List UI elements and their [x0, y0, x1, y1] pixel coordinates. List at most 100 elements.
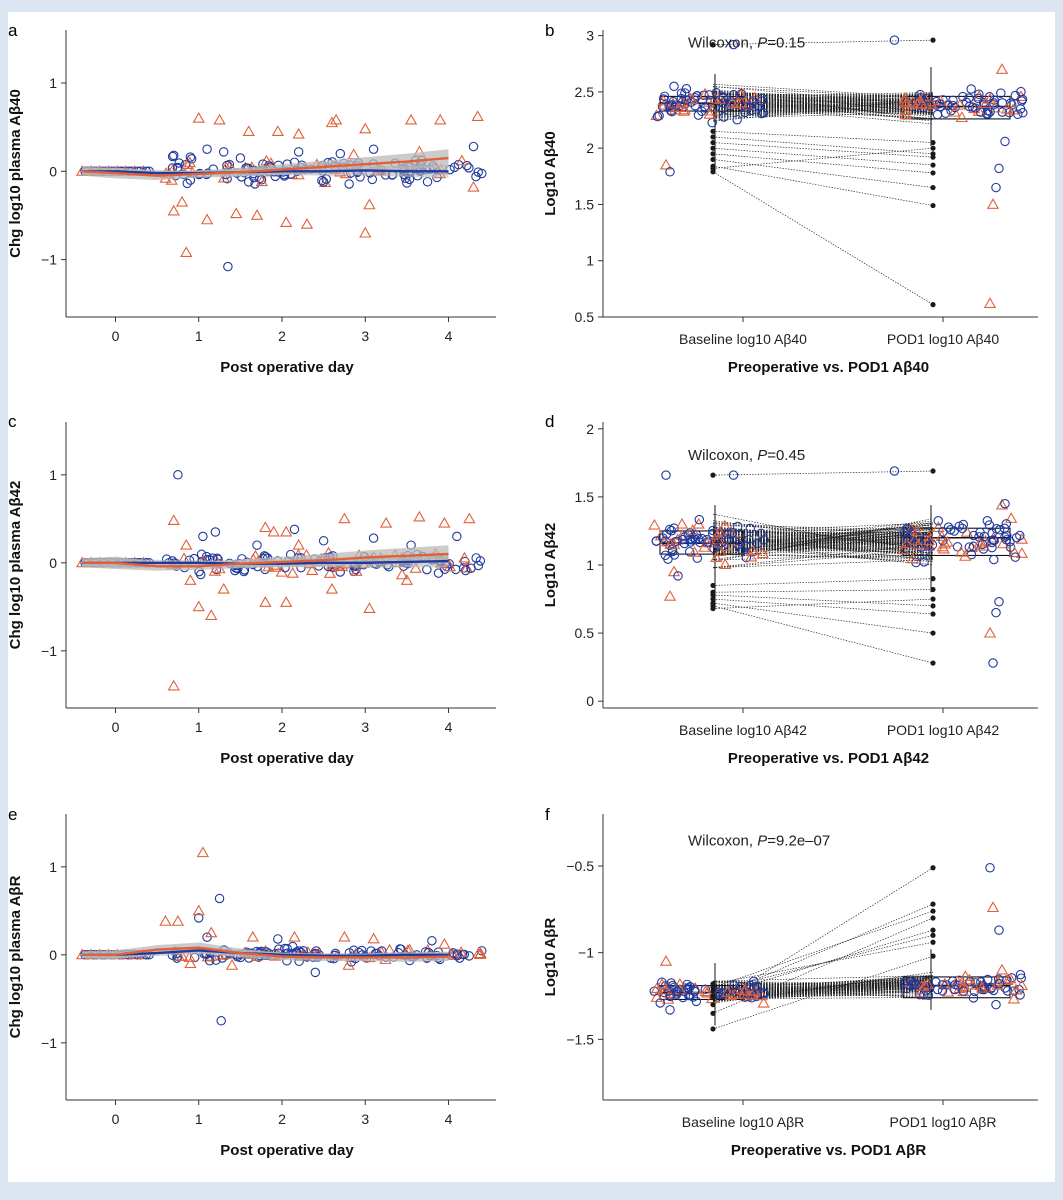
- pair-endpoint: [930, 611, 936, 617]
- paired-line: [712, 103, 934, 121]
- point-triangle: [648, 518, 661, 530]
- point-circle: [732, 114, 742, 125]
- point-circle: [663, 554, 673, 564]
- point-circle: [214, 893, 225, 904]
- outlier-point: [994, 597, 1004, 607]
- pair-endpoint: [930, 660, 936, 666]
- point-circle: [756, 108, 767, 119]
- point-triangle: [159, 915, 172, 926]
- pair-endpoint: [710, 600, 716, 606]
- point-triangle: [914, 986, 927, 998]
- point-triangle: [713, 93, 726, 104]
- paired-line: [712, 171, 934, 305]
- pair-endpoint: [710, 1026, 716, 1032]
- point-triangle: [271, 125, 284, 137]
- outlier-point: [665, 167, 675, 177]
- point-triangle: [1000, 102, 1014, 114]
- x-category-label: POD1 log10 Aβ40: [887, 331, 1000, 347]
- point-circle: [202, 144, 212, 154]
- point-circle: [186, 154, 197, 164]
- pair-endpoint: [710, 165, 716, 172]
- point-circle: [692, 553, 703, 563]
- point-circle: [718, 989, 729, 999]
- point-triangle: [225, 959, 239, 970]
- point-circle: [711, 87, 722, 98]
- point-circle: [730, 987, 741, 997]
- point-circle: [452, 531, 462, 542]
- paired-line: [712, 92, 934, 104]
- point-triangle: [923, 530, 936, 541]
- point-triangle: [200, 213, 214, 225]
- point-triangle: [363, 198, 376, 210]
- point-triangle: [455, 154, 468, 166]
- point-circle: [932, 109, 943, 120]
- point-triangle: [1007, 992, 1020, 1004]
- point-circle: [997, 107, 1008, 117]
- paired-line: [712, 142, 934, 158]
- panel-letter: b: [545, 21, 554, 40]
- outlier-point: [669, 81, 679, 92]
- pair-endpoint: [930, 901, 936, 907]
- paired-line: [712, 910, 934, 988]
- point-triangle: [471, 110, 484, 121]
- pair-endpoint: [930, 162, 936, 168]
- outlier-point: [669, 982, 679, 993]
- point-triangle: [338, 930, 351, 942]
- x-tick-label: 0: [112, 719, 120, 735]
- point-triangle: [192, 904, 205, 916]
- y-axis-title: Chg log10 plasma Aβ40: [8, 89, 24, 258]
- point-circle: [964, 93, 974, 103]
- point-circle: [948, 95, 958, 106]
- point-circle: [666, 525, 677, 536]
- point-triangle: [937, 542, 950, 554]
- annotation-p: P: [757, 447, 767, 464]
- y-tick-label: −1.5: [566, 1031, 594, 1047]
- point-circle: [666, 100, 677, 110]
- paired-line: [712, 147, 934, 166]
- paired-line: [712, 86, 934, 99]
- point-triangle: [899, 104, 912, 116]
- point-triangle: [267, 525, 280, 537]
- pair-endpoint: [930, 468, 936, 474]
- point-circle: [941, 980, 952, 990]
- y-tick-label: 0.5: [575, 309, 595, 325]
- point-circle: [937, 980, 948, 990]
- point-circle: [473, 560, 484, 571]
- point-triangle: [438, 516, 451, 528]
- pair-endpoint: [930, 145, 936, 151]
- point-circle: [736, 89, 747, 99]
- outlier-point: [673, 571, 683, 581]
- data-points: [648, 466, 1029, 668]
- point-circle: [982, 515, 993, 526]
- point-triangle: [292, 538, 305, 550]
- point-circle: [676, 93, 687, 104]
- point-triangle: [230, 207, 243, 219]
- paired-line: [712, 955, 934, 1030]
- y-tick-label: 1: [49, 75, 57, 91]
- point-triangle: [959, 970, 972, 981]
- point-triangle: [1005, 512, 1018, 523]
- point-circle: [920, 546, 930, 556]
- point-circle: [943, 522, 954, 532]
- point-triangle: [286, 566, 299, 578]
- pair-endpoint: [710, 472, 716, 478]
- point-circle: [1016, 86, 1026, 97]
- point-triangle: [400, 574, 414, 585]
- point-triangle: [898, 92, 912, 103]
- paired-line: [712, 602, 934, 634]
- x-tick-label: 0: [112, 328, 120, 344]
- point-circle: [723, 535, 734, 545]
- point-circle: [167, 151, 178, 162]
- point-circle: [335, 148, 346, 159]
- point-triangle: [960, 525, 974, 537]
- x-tick-label: 4: [445, 1111, 453, 1127]
- panel-e: e −1 0 1 Chg log10 plasma AβR 0 1 2 3 4 Post opera…: [8, 805, 496, 1159]
- point-circle: [204, 955, 215, 966]
- pair-endpoint: [710, 134, 716, 140]
- pair-endpoint: [930, 202, 936, 209]
- point-circle: [464, 163, 474, 173]
- point-circle: [185, 152, 196, 162]
- point-circle: [678, 534, 688, 545]
- pair-endpoint: [710, 993, 716, 999]
- point-circle: [717, 537, 727, 548]
